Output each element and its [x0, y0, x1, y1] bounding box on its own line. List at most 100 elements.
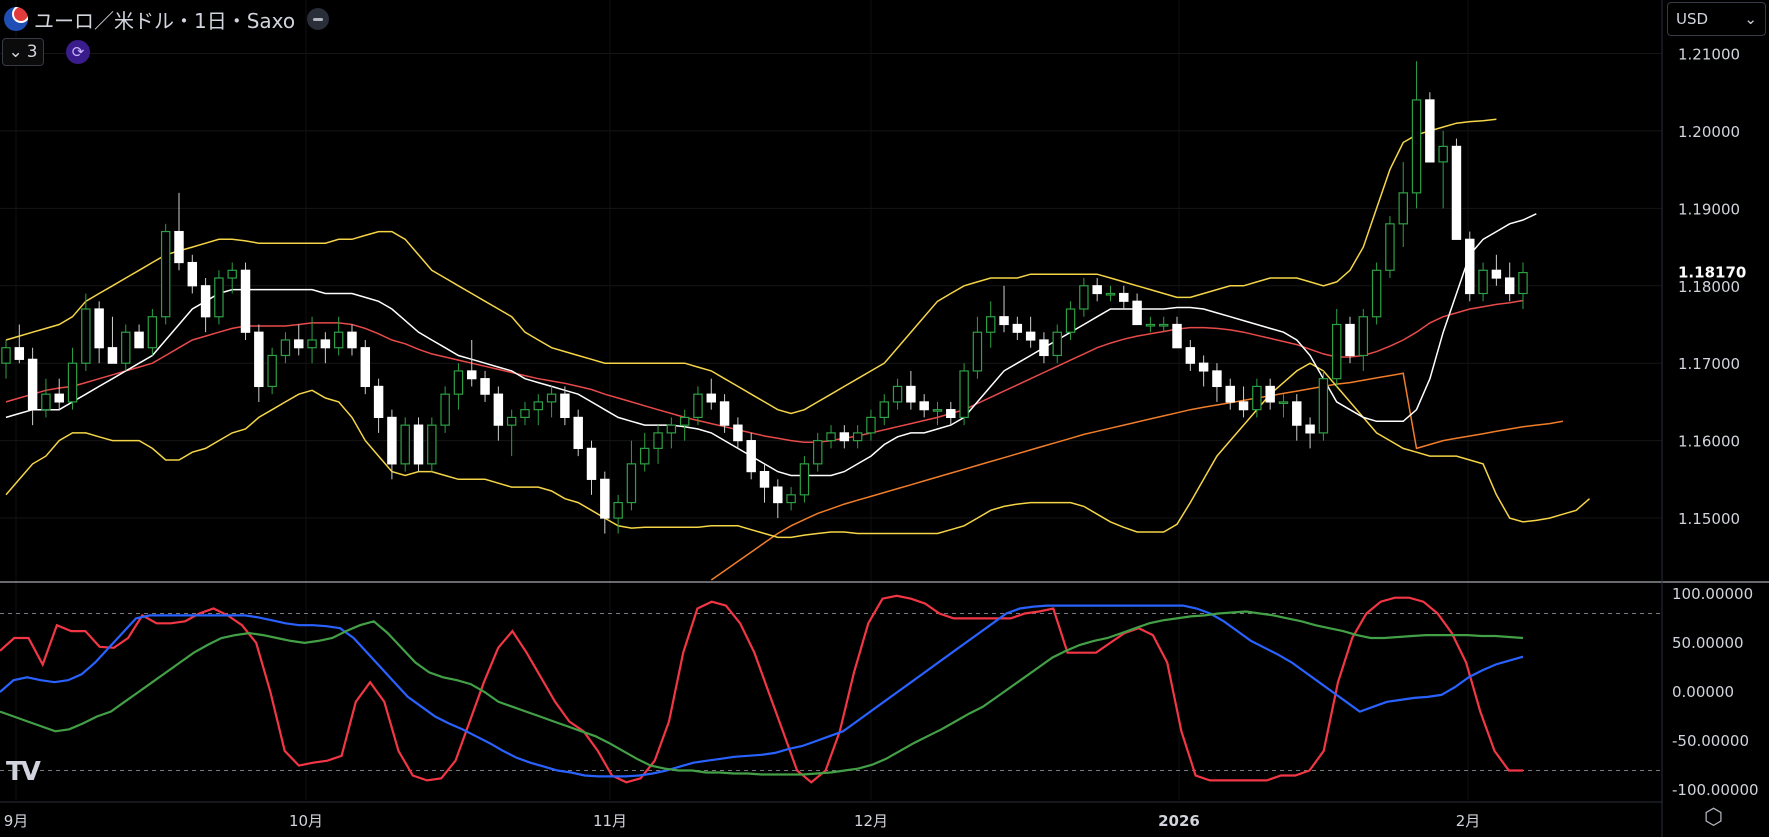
green-oscillator-line: [0, 610, 1524, 776]
candle-body: [147, 316, 158, 349]
candle-body: [892, 385, 903, 403]
candle-body: [67, 362, 78, 403]
time-tick-label: 11月: [593, 812, 627, 830]
candle-body: [586, 447, 597, 480]
candle-body: [1411, 99, 1422, 194]
time-tick-label: 9月: [4, 812, 29, 830]
bb-lower-line: [5, 362, 1590, 539]
eu-us-flag-icon: [4, 7, 28, 31]
time-tick-label: 10月: [289, 812, 323, 830]
indicators-toggle-button[interactable]: ⌄ 3: [2, 38, 44, 66]
candle-body: [373, 385, 384, 418]
price-tick-label: 1.16000: [1678, 433, 1740, 451]
candle-body: [506, 416, 517, 426]
candle-body: [54, 393, 64, 403]
candle-body: [759, 471, 770, 488]
bb-upper-line: [5, 118, 1497, 415]
candle-body: [1278, 401, 1289, 405]
candle-body: [1225, 385, 1235, 403]
indicator-count: 3: [26, 42, 38, 62]
osc-tick-label: 0.00000: [1672, 683, 1734, 701]
candle-body: [1119, 292, 1129, 302]
candle-body: [679, 416, 690, 426]
candle-body: [1079, 285, 1089, 310]
candle-body: [866, 416, 876, 434]
time-tick-label: 2月: [1456, 812, 1481, 830]
candle-body: [41, 393, 51, 411]
candle-body: [227, 269, 237, 279]
candle-body: [413, 424, 424, 465]
candle-body: [1518, 272, 1528, 295]
sync-icon[interactable]: ⟳: [66, 40, 90, 64]
candle-body: [1465, 238, 1475, 295]
candle-body: [733, 424, 743, 442]
osc-tick-label: -50.00000: [1672, 732, 1749, 750]
candle-body: [799, 463, 810, 496]
candle-body: [1371, 269, 1382, 318]
candle-body: [254, 331, 264, 388]
candle-body: [493, 393, 504, 426]
candle-body: [1172, 323, 1182, 349]
blue-oscillator-line: [0, 604, 1524, 778]
osc-tick-label: 100.00000: [1672, 585, 1753, 603]
candle-body: [280, 339, 291, 357]
candle-body: [1145, 323, 1156, 327]
candle-body: [1345, 323, 1355, 357]
chevron-down-icon: ⌄: [8, 42, 23, 62]
candle-body: [107, 347, 118, 364]
candle-body: [613, 501, 623, 519]
candle-body: [946, 409, 956, 418]
candle-body: [693, 393, 703, 418]
ema200-line: [710, 372, 1564, 581]
candle-body: [1451, 145, 1462, 240]
last-price-label: 1.18170: [1678, 264, 1746, 282]
candle-body: [999, 316, 1009, 326]
candle-body: [294, 339, 304, 349]
candle-body: [360, 347, 371, 388]
candle-body: [1318, 378, 1329, 434]
candle-body: [1331, 323, 1342, 380]
candle-body: [959, 370, 969, 419]
candle-body: [1292, 401, 1302, 426]
candle-body: [320, 339, 331, 349]
candle-body: [1385, 223, 1395, 271]
candle-body: [852, 432, 863, 442]
candle-body: [347, 331, 357, 349]
candle-body: [187, 261, 198, 287]
candle-body: [333, 331, 344, 349]
candle-body: [666, 424, 677, 434]
candle-body: [94, 308, 104, 349]
candle-body: [560, 393, 570, 418]
candle-body: [653, 432, 663, 449]
osc-tick-label: 50.00000: [1672, 634, 1744, 652]
indicator-lines: [5, 118, 1590, 581]
candle-body: [839, 432, 850, 442]
candle-body: [1491, 269, 1502, 279]
candle-body: [1238, 401, 1249, 411]
symbol-title[interactable]: ユーロ／米ドル・1日・Saxo: [34, 8, 296, 33]
candle-body: [1265, 385, 1275, 403]
red-oscillator-line: [0, 594, 1523, 784]
candle-body: [453, 370, 464, 395]
candle-body: [1198, 362, 1209, 372]
candle-body: [813, 440, 823, 465]
candle-body: [773, 486, 783, 504]
candle-body: [626, 463, 637, 504]
candle-body: [1132, 300, 1142, 326]
candle-body: [1504, 277, 1515, 295]
candle-body: [387, 416, 397, 465]
collapse-icon[interactable]: [307, 8, 330, 30]
candle-body: [214, 277, 224, 318]
tradingview-logo-icon: TV: [6, 757, 41, 787]
candle-body: [14, 347, 25, 360]
candle-body: [826, 432, 836, 442]
candle-body: [267, 354, 277, 388]
currency-select[interactable]: USD ⌄: [1667, 2, 1766, 36]
settings-icon[interactable]: ⬡: [1704, 805, 1724, 830]
candle-body: [427, 424, 437, 465]
candle-body: [467, 370, 477, 380]
candle-body: [1425, 99, 1435, 163]
candle-body: [1065, 308, 1076, 333]
